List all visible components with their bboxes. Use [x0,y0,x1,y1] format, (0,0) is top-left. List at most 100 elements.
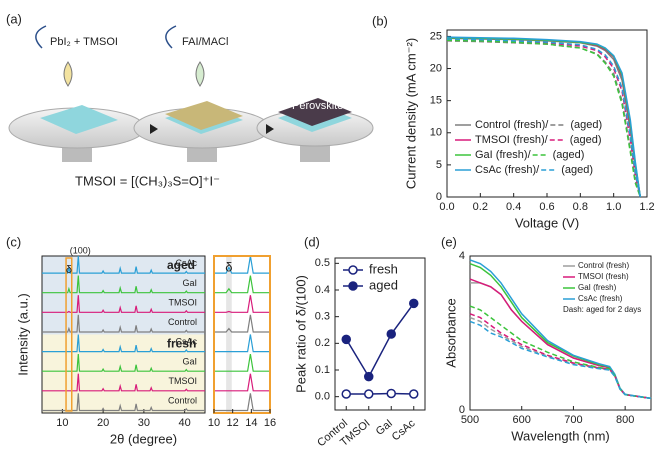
inset-annotation: δ [225,259,232,274]
x-tick-label: 14 [245,417,257,429]
marker [341,389,351,399]
y-tick-label: 20 [430,62,442,74]
x-tick-label: 20 [97,417,109,429]
y-axis-label: Absorbance [443,298,458,367]
y-tick-label: 10 [430,127,442,139]
series-line [469,305,652,400]
marker [409,298,419,309]
x-tick-label: 0.4 [506,201,521,213]
series-line [345,302,415,379]
x-tick-label: 600 [513,414,531,426]
inset-pattern-line [214,295,270,313]
droplet [63,61,73,87]
y-axis-label: Current density (mA cm⁻²) [403,38,418,189]
pattern-line [42,373,205,392]
marker [386,329,396,339]
spin-coater [256,98,374,162]
y-tick-label: 5 [436,159,442,171]
marker [364,371,374,382]
y-tick-label: 4 [459,250,465,262]
pattern-line [42,255,205,274]
series-line [469,320,652,400]
series-line [470,282,652,400]
step-label: PbI₂ + TMSOI [50,36,118,48]
series-line [469,313,652,400]
marker [409,389,419,399]
series-line [469,316,652,400]
legend-label: (aged) [570,134,602,146]
y-tick-label: 0 [436,191,442,203]
marker [364,389,374,399]
legend-label: GaI (fresh)/ [475,149,532,161]
series-line [346,392,414,395]
spin-coater [8,105,146,162]
highlight-box [65,257,73,412]
inset-pattern-line [214,393,270,412]
x-tick-label: 500 [461,414,479,426]
marker [386,388,396,399]
x-axis-label: Voltage (V) [515,215,579,230]
panel-label: (d) [304,234,320,249]
pattern-label: TMSOI [169,376,198,386]
x-tick-label: 10 [56,417,68,429]
x-tick-label: 12 [227,417,239,429]
pattern-line [42,354,205,372]
legend-label: GaI (fresh) [578,283,617,292]
panel-label: (c) [6,234,21,249]
group-label: aged [167,258,195,272]
legend-label: Control (fresh) [578,261,629,270]
inset-pattern-line [214,314,270,333]
legend-label: (aged) [570,119,602,131]
spin-coater [133,101,271,162]
y-tick-label: 0.5 [315,257,330,269]
inset-pattern-line [214,334,270,353]
pattern-line [42,334,205,353]
y-tick-label: 0.4 [315,284,330,296]
legend-swatch [348,281,358,291]
x-tick-label: 0.8 [573,201,588,213]
x-tick-label: 10 [208,417,220,429]
pattern-label: Control [168,396,197,406]
x-tick-label: 0.2 [473,201,488,213]
formula: TMSOI = [(CH₃)₃S=O]⁺I⁻ [75,173,220,188]
legend-label: CsAc (fresh)/ [475,164,540,176]
panel-label: (e) [441,234,457,249]
plot-frame [41,255,206,414]
x-tick-label: 30 [138,417,150,429]
legend-label: fresh [369,261,398,276]
inset-pattern-line [214,354,270,372]
legend-label: (aged) [553,149,585,161]
pattern-label: Control [168,317,197,327]
y-axis-label: Intensity (a.u.) [15,293,30,375]
pattern-label: GaI [182,278,197,288]
pattern-line [42,295,205,313]
x-tick-label: 16 [264,417,276,429]
group-background [214,256,270,413]
inset-pattern-line [214,373,270,392]
pattern-label: CsAc [175,258,197,268]
x-tick-label: 700 [564,414,582,426]
x-axis-label: 2θ (degree) [110,431,177,446]
plot-frame [469,255,652,411]
product-label: Perovskite [292,100,343,112]
annotation: δ [66,264,72,276]
x-axis-label: Wavelength (nm) [511,428,610,443]
legend-label: (aged) [561,164,593,176]
pattern-label: CsAc [175,337,197,347]
y-tick-label: 0.0 [315,391,330,403]
x-tick-label: 0.6 [539,201,554,213]
inset-pattern-line [214,275,270,294]
y-tick-label: 15 [430,95,442,107]
group-label: fresh [167,337,196,351]
pattern-line [42,314,205,333]
arrow [35,25,47,49]
x-tick-label: 800 [616,414,634,426]
panel-label: (b) [372,13,388,28]
pattern-line [42,393,205,412]
legend-label: Control (fresh)/ [475,119,549,131]
y-tick-label: 25 [430,30,442,42]
y-axis-label: Peak ratio of δ/(100) [293,275,308,393]
x-tick-label: 40 [179,417,191,429]
